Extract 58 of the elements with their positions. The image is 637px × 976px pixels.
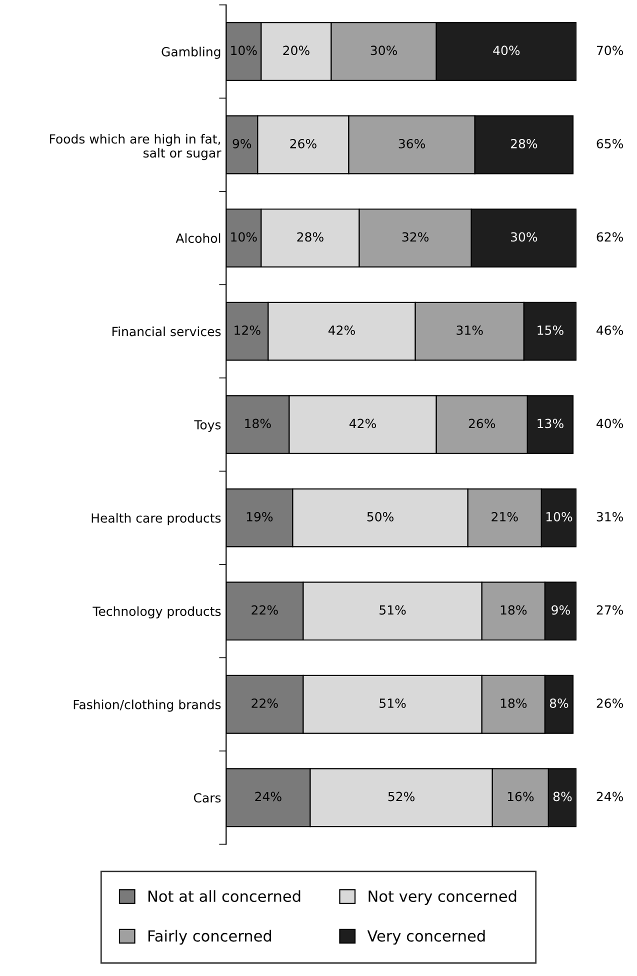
data-label: 10% — [546, 512, 572, 522]
data-label: 18% — [500, 605, 527, 615]
y-tick-label: Alcohol — [176, 233, 220, 243]
data-label: 28% — [297, 232, 324, 242]
data-label: 32% — [402, 232, 429, 242]
data-label: 22% — [252, 698, 278, 708]
text: 24% — [596, 792, 624, 802]
data-label: 12% — [234, 325, 260, 335]
data-label: 42% — [328, 325, 355, 335]
data-label: 10% — [231, 46, 257, 56]
data-label: 26% — [290, 138, 316, 148]
data-label: 42% — [349, 418, 376, 428]
data-label: 13% — [538, 418, 564, 428]
y-tick-label: Cars — [194, 793, 221, 803]
data-label: 26% — [468, 418, 496, 428]
data-label: 24% — [255, 792, 282, 802]
text: 26% — [596, 698, 624, 708]
y-tick-label: Foods which are high in fat, salt or sugar — [50, 134, 222, 160]
data-label: 15% — [538, 325, 564, 335]
data-label: 8% — [553, 792, 572, 802]
data-label: 51% — [380, 698, 406, 708]
y-tick-label: Health care products — [92, 513, 221, 526]
data-label: 18% — [500, 698, 527, 708]
data-label: 8% — [550, 698, 568, 708]
data-label: 19% — [246, 512, 273, 522]
data-label: 30% — [510, 232, 538, 242]
text: 70% — [596, 46, 624, 56]
data-label: 9% — [232, 138, 252, 148]
data-label: 22% — [252, 605, 278, 615]
legend-label: Very concerned — [367, 930, 485, 945]
legend-label: Not very concerned — [368, 890, 516, 905]
legend-label: Not at all concerned — [148, 890, 300, 902]
y-tick-label: Toys — [194, 420, 221, 432]
data-label: 21% — [492, 512, 518, 522]
data-label: 16% — [508, 792, 534, 802]
text: 31% — [596, 512, 624, 522]
text: 27% — [596, 605, 624, 615]
data-label: 28% — [510, 138, 538, 148]
data-label: 51% — [380, 605, 406, 615]
text: 40% — [596, 418, 624, 428]
y-tick-label: Technology products — [92, 606, 221, 618]
text: 62% — [596, 232, 624, 242]
data-label: 9% — [552, 605, 570, 615]
data-label: 50% — [367, 512, 394, 522]
data-label: 31% — [456, 325, 483, 335]
y-tick-label: Fashion/clothing brands — [74, 700, 221, 712]
data-label: 36% — [398, 138, 426, 148]
y-tick-label: Financial services — [112, 326, 221, 336]
y-tick-label: Gambling — [162, 46, 220, 59]
data-label: 40% — [493, 46, 520, 56]
data-label: 52% — [388, 792, 415, 802]
data-label: 10% — [231, 232, 257, 242]
text: 46% — [596, 325, 624, 335]
data-label: 30% — [370, 46, 397, 56]
text: 65% — [596, 138, 624, 148]
data-label: 18% — [245, 418, 271, 428]
data-label: 20% — [283, 46, 310, 56]
legend-label: Fairly concerned — [148, 930, 272, 945]
